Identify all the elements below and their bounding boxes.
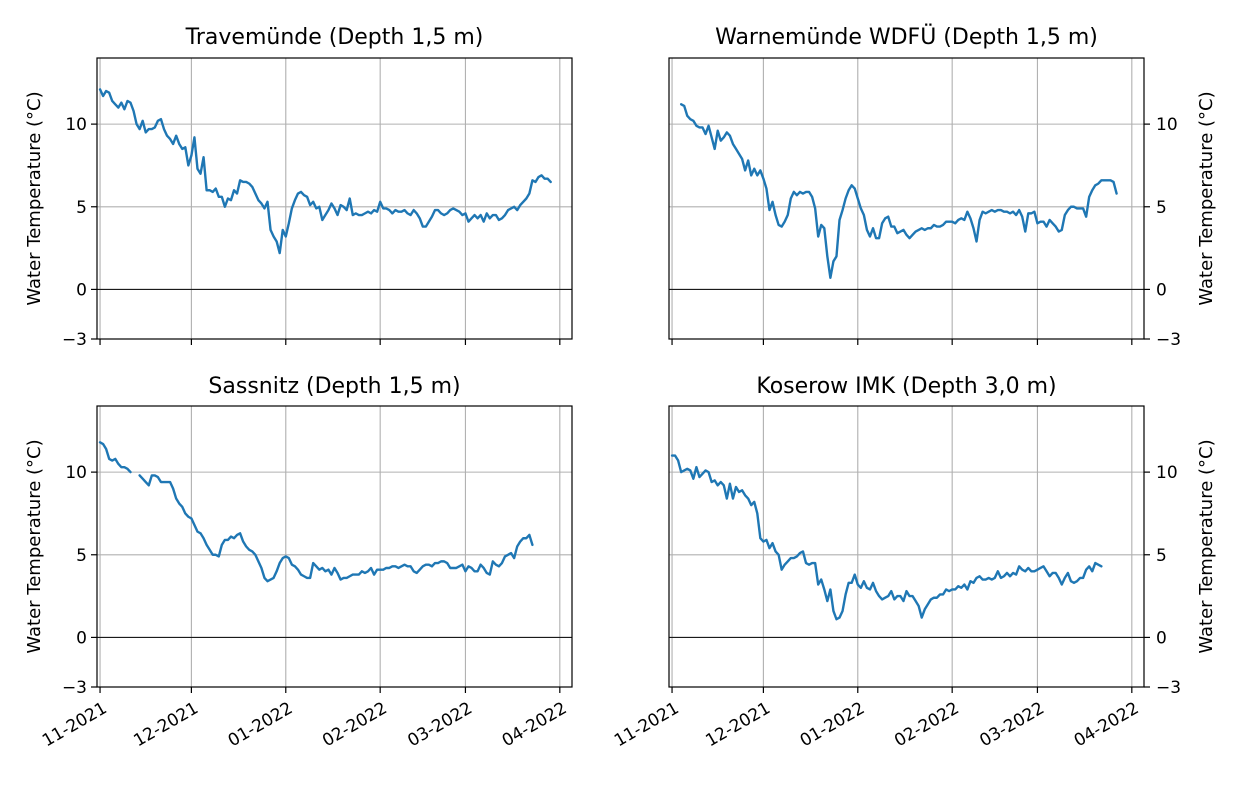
x-tick-label: 02-2022	[319, 698, 391, 751]
series-line	[138, 474, 534, 583]
series-line	[98, 441, 132, 474]
x-tick-label: 03-2022	[404, 698, 476, 751]
y-tick-label: 0	[1156, 280, 1167, 300]
y-tick-label: 10	[65, 463, 87, 483]
y-tick-label: 10	[65, 115, 87, 135]
panel-title: Travemünde (Depth 1,5 m)	[185, 25, 484, 50]
panel-travemuende: Travemünde (Depth 1,5 m) −3 0 5 10 Water Tem…	[24, 25, 573, 350]
panel-koserow: Koserow IMK (Depth 3,0 m) 11-2021 12-2021…	[611, 374, 1217, 751]
series-line	[98, 88, 552, 255]
x-tick-label: 11-2021	[39, 698, 111, 751]
axes-frame	[96, 405, 573, 688]
x-tick-label: 04-2022	[499, 698, 571, 751]
panel-sassnitz: Sassnitz (Depth 1,5 m) 11-2021 12-2021 01-…	[24, 374, 573, 751]
grid	[669, 58, 1144, 340]
y-tick-label: 5	[76, 546, 87, 566]
y-axis-label: Water Temperature (°C)	[1196, 439, 1217, 653]
x-tick-label: 02-2022	[891, 698, 963, 751]
y-tick-label: 5	[1156, 198, 1167, 218]
y-tick-label: 0	[76, 628, 87, 648]
y-tick-label: −3	[62, 330, 87, 350]
y-tick-label: −3	[62, 678, 87, 698]
y-axis-label: Water Temperature (°C)	[24, 91, 45, 305]
y-tick-label: −3	[1156, 678, 1181, 698]
y-tick-label: 10	[1156, 463, 1178, 483]
y-tick-label: 0	[1156, 628, 1167, 648]
y-tick-label: 0	[76, 280, 87, 300]
grid	[97, 406, 572, 688]
x-tick-label: 12-2021	[702, 698, 774, 751]
grid	[97, 58, 572, 340]
panel-title: Koserow IMK (Depth 3,0 m)	[756, 374, 1056, 399]
y-tick-label: 10	[1156, 115, 1178, 135]
series-line	[679, 103, 1118, 280]
x-tick-label: 03-2022	[976, 698, 1048, 751]
panel-title: Sassnitz (Depth 1,5 m)	[208, 374, 460, 399]
grid	[669, 406, 1144, 688]
x-tick-label: 01-2022	[225, 698, 297, 751]
series-line	[670, 454, 1103, 621]
x-tick-label: 11-2021	[611, 698, 683, 751]
axes-frame	[668, 405, 1145, 688]
axes-frame	[668, 57, 1145, 340]
y-tick-label: 5	[76, 198, 87, 218]
axes-frame	[96, 57, 573, 340]
x-tick-label: 01-2022	[797, 698, 869, 751]
y-axis-label: Water Temperature (°C)	[24, 439, 45, 653]
x-tick-label: 04-2022	[1071, 698, 1143, 751]
panel-title: Warnemünde WDFÜ (Depth 1,5 m)	[715, 24, 1098, 50]
x-tick-label: 12-2021	[130, 698, 202, 751]
y-tick-label: 5	[1156, 546, 1167, 566]
panel-warnemuende: Warnemünde WDFÜ (Depth 1,5 m) −3 0 5 10 Wate…	[668, 24, 1217, 350]
y-axis-label: Water Temperature (°C)	[1196, 91, 1217, 305]
y-tick-label: −3	[1156, 330, 1181, 350]
